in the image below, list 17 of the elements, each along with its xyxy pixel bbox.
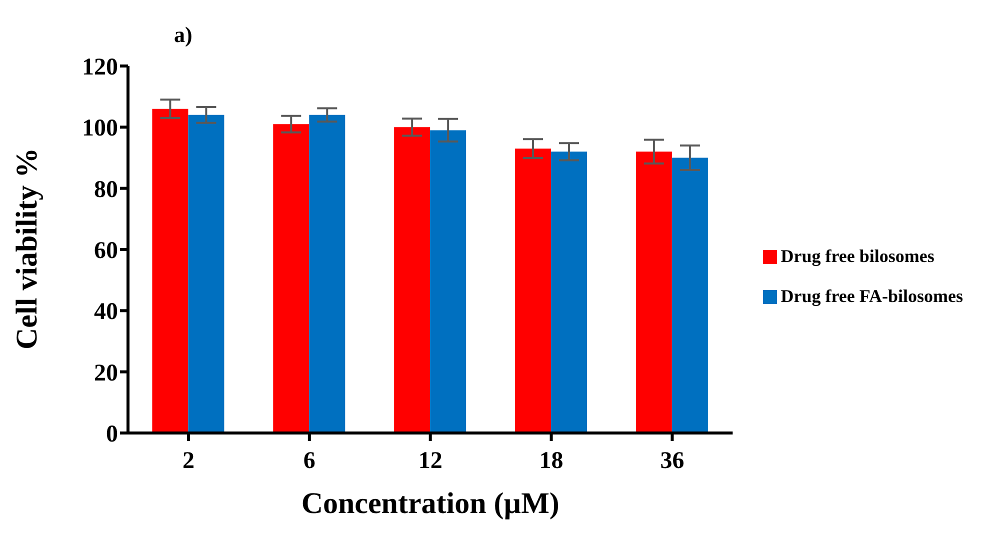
y-axis-title: Cell viability % <box>10 148 44 350</box>
x-tick-label: 12 <box>418 448 442 474</box>
legend-label: Drug free FA-bilosomes <box>780 286 963 306</box>
y-tick-label: 60 <box>94 238 118 264</box>
x-tick-label: 18 <box>539 448 564 474</box>
y-tick-label: 100 <box>82 116 118 142</box>
y-tick-label: 0 <box>106 422 118 448</box>
x-axis-title: Concentration (µM) <box>301 487 560 520</box>
y-tick-label: 120 <box>82 54 118 81</box>
y-tick-label: 20 <box>94 360 118 386</box>
y-tick-label: 80 <box>94 176 118 203</box>
legend-label: Drug free bilosomes <box>780 246 934 266</box>
x-tick-label: 2 <box>182 448 194 474</box>
x-tick-label: 36 <box>660 448 684 474</box>
x-tick-label: 6 <box>303 448 316 474</box>
y-tick-label: 40 <box>94 299 118 326</box>
chart-title: a) <box>174 22 192 48</box>
